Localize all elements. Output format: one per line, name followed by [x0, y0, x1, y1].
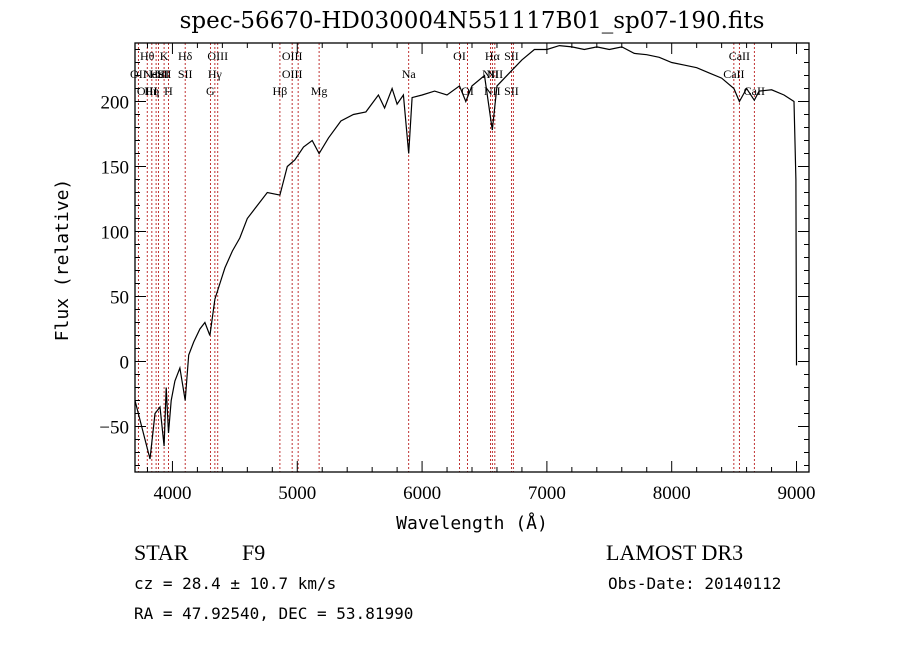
object-subclass: F9	[242, 540, 266, 565]
line-label: HeI	[150, 67, 168, 81]
plot-frame	[134, 42, 810, 473]
y-tick-label: 50	[110, 288, 129, 309]
x-tick-label: 5000	[278, 483, 316, 504]
line-label: CaII	[729, 49, 750, 63]
y-tick-label: −50	[99, 418, 129, 439]
y-axis-label: Flux (relative)	[52, 179, 73, 342]
x-tick-label: 6000	[403, 483, 441, 504]
line-label: OI	[461, 84, 474, 98]
line-label: SII	[178, 67, 193, 81]
line-label: Hα	[485, 49, 501, 63]
x-tick-label: 7000	[528, 483, 566, 504]
y-tick-label: 100	[101, 223, 130, 244]
line-label: Hγ	[208, 67, 223, 81]
line-label: Hθ	[140, 49, 155, 63]
line-label: K	[160, 49, 169, 63]
line-label: G	[206, 84, 215, 98]
line-label: NII	[482, 67, 499, 81]
line-label: OIII	[282, 49, 303, 63]
line-label: SII	[504, 49, 519, 63]
line-label: OI	[453, 49, 466, 63]
line-label: H	[164, 84, 173, 98]
line-label: SII	[504, 84, 519, 98]
line-label: Na	[402, 67, 417, 81]
observation-date: Obs-Date: 20140112	[608, 574, 782, 593]
line-label: OIII	[137, 84, 158, 98]
object-class: STAR	[134, 540, 189, 565]
chart-title: spec-56670-HD030004N551117B01_sp07-190.f…	[179, 8, 765, 34]
y-tick-label: 150	[101, 158, 130, 179]
axis-ticks: 4000 5000 6000 7000 8000 9000 −50 0 50 100 150 200	[99, 43, 816, 504]
line-label: NII	[487, 67, 504, 81]
redshift-text: cz = 28.4 ± 10.7 km/s	[134, 574, 337, 593]
line-label: CaII	[744, 84, 765, 98]
line-label: Hη	[144, 84, 159, 98]
x-axis-label: Wavelength (Å)	[396, 512, 548, 534]
x-tick-label: 8000	[653, 483, 691, 504]
spectrum-series-line	[134, 44, 798, 460]
line-label: CaII	[723, 67, 744, 81]
line-labels: OIIHθOIIIHηNeIIIHeIKSIIHHδSIIGHγOIIIHβOI…	[130, 49, 765, 98]
line-label: Hβ	[273, 84, 288, 98]
emission-line-markers	[137, 43, 755, 472]
y-tick-label: 200	[101, 93, 130, 114]
x-tick-label: 4000	[153, 483, 191, 504]
line-label: OIII	[207, 49, 228, 63]
survey-name: LAMOST DR3	[606, 540, 744, 565]
coordinates: RA = 47.92540, DEC = 53.81990	[134, 604, 414, 623]
line-label: NeIII	[143, 67, 169, 81]
line-label: OII	[130, 67, 147, 81]
line-label: SII	[157, 67, 172, 81]
y-tick-label: 0	[120, 353, 130, 374]
line-label: Hδ	[178, 49, 193, 63]
line-label: OIII	[282, 67, 303, 81]
x-tick-label: 9000	[778, 483, 816, 504]
line-label: Mg	[311, 84, 328, 98]
